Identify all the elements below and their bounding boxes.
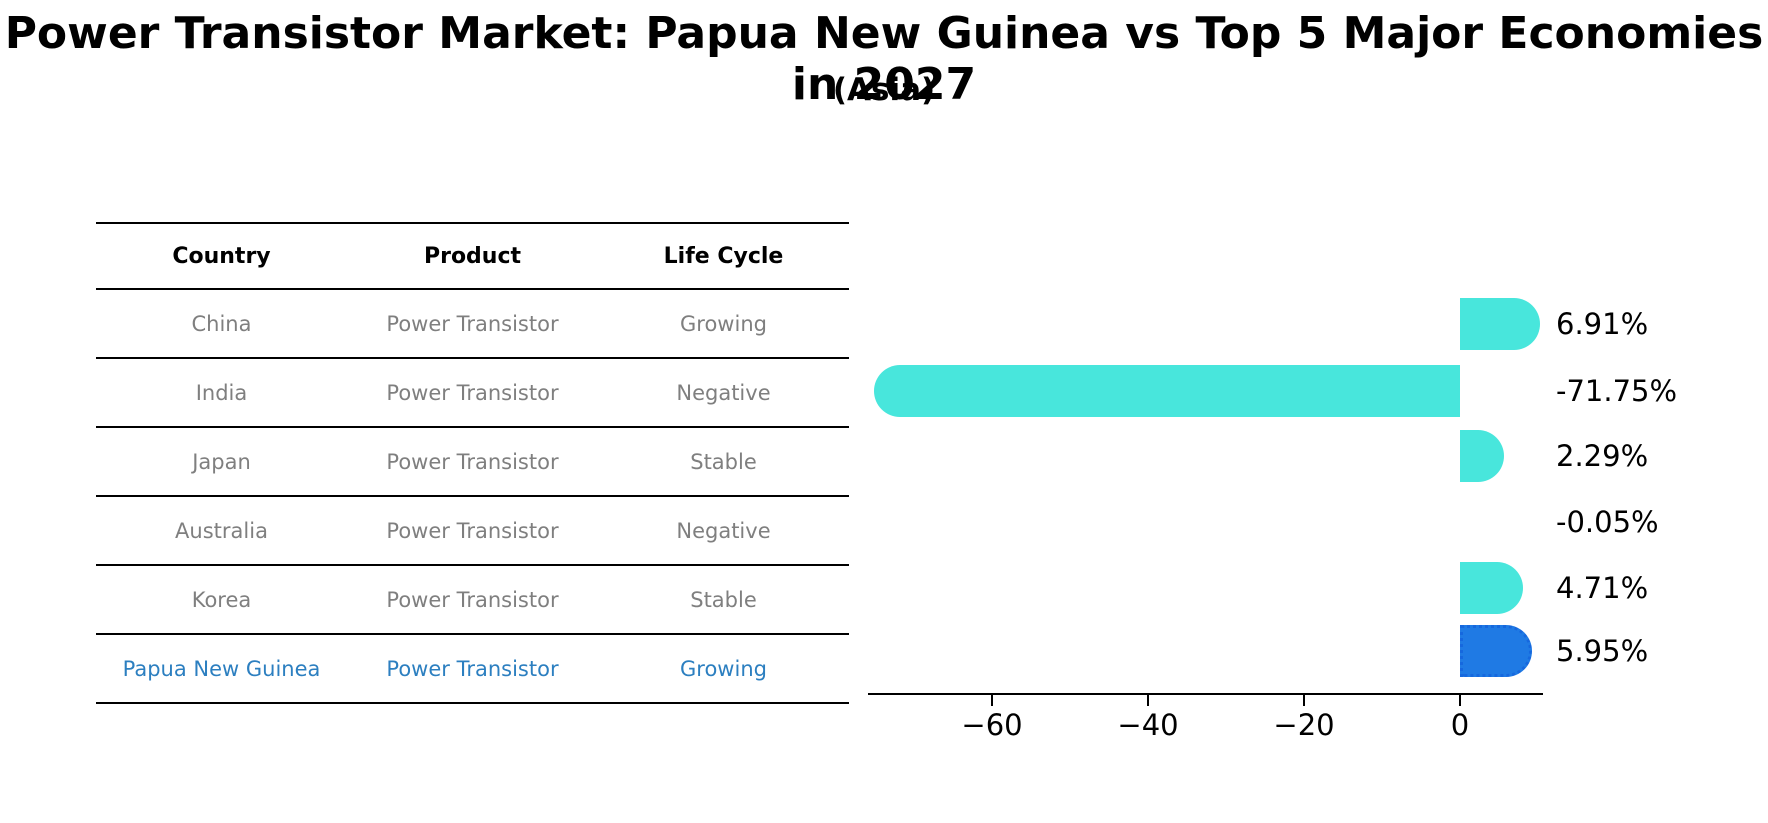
cell-country: Papua New Guinea	[122, 656, 321, 681]
value-label-papua-new-guinea: 5.95%	[1556, 634, 1649, 668]
x-axis-tick-label: −20	[1273, 708, 1335, 742]
table-row: China Power Transistor Growing	[96, 290, 849, 359]
x-axis-tick-label: 0	[1450, 708, 1470, 742]
cell-product: Power Transistor	[386, 518, 559, 543]
column-header-country: Country	[172, 243, 271, 269]
value-label-korea: 4.71%	[1556, 571, 1649, 605]
bar-japan	[1460, 430, 1504, 482]
table-row: Korea Power Transistor Stable	[96, 566, 849, 635]
table-row: India Power Transistor Negative	[96, 359, 849, 428]
cell-product: Power Transistor	[386, 587, 559, 612]
column-header-lifecycle: Life Cycle	[663, 243, 784, 269]
page-title: Power Transistor Market: Papua New Guine…	[4, 8, 1764, 110]
country-table: Country Product Life Cycle China Power T…	[96, 222, 849, 704]
cell-product: Power Transistor	[386, 656, 559, 681]
cell-lifecycle: Growing	[680, 311, 767, 336]
bar-papua-new-guinea	[1460, 625, 1533, 677]
x-axis-tick	[1303, 695, 1305, 706]
cell-lifecycle: Negative	[676, 518, 771, 543]
value-label-australia: -0.05%	[1556, 505, 1659, 539]
cell-country: Australia	[175, 518, 268, 543]
page-subtitle: (Asia)	[832, 72, 936, 108]
table-row: Japan Power Transistor Stable	[96, 428, 849, 497]
cell-country: Japan	[192, 449, 251, 474]
cell-product: Power Transistor	[386, 449, 559, 474]
table-header-row: Country Product Life Cycle	[96, 224, 849, 290]
table-row: Australia Power Transistor Negative	[96, 497, 849, 566]
cell-lifecycle: Growing	[680, 656, 767, 681]
value-label-japan: 2.29%	[1556, 439, 1649, 473]
x-axis-tick	[1147, 695, 1149, 706]
column-header-product: Product	[423, 243, 522, 269]
x-axis-tick-label: −40	[1117, 708, 1179, 742]
table-body: China Power Transistor Growing India Pow…	[96, 290, 849, 704]
cell-country: China	[191, 311, 252, 336]
table-row: Papua New Guinea Power Transistor Growin…	[96, 635, 849, 704]
cell-lifecycle: Negative	[676, 380, 771, 405]
cell-lifecycle: Stable	[690, 449, 757, 474]
value-label-china: 6.91%	[1556, 307, 1649, 341]
cell-product: Power Transistor	[386, 380, 559, 405]
bar-korea	[1460, 562, 1523, 614]
cell-country: Korea	[191, 587, 252, 612]
cell-country: India	[195, 380, 248, 405]
cell-product: Power Transistor	[386, 311, 559, 336]
x-axis-tick-label: −60	[961, 708, 1023, 742]
value-label-india: -71.75%	[1556, 374, 1678, 408]
x-axis-tick	[991, 695, 993, 706]
cell-lifecycle: Stable	[690, 587, 757, 612]
x-axis-line	[868, 693, 1543, 695]
bar-china	[1460, 298, 1540, 350]
x-axis-tick	[1459, 695, 1461, 706]
bar-india	[874, 365, 1460, 417]
